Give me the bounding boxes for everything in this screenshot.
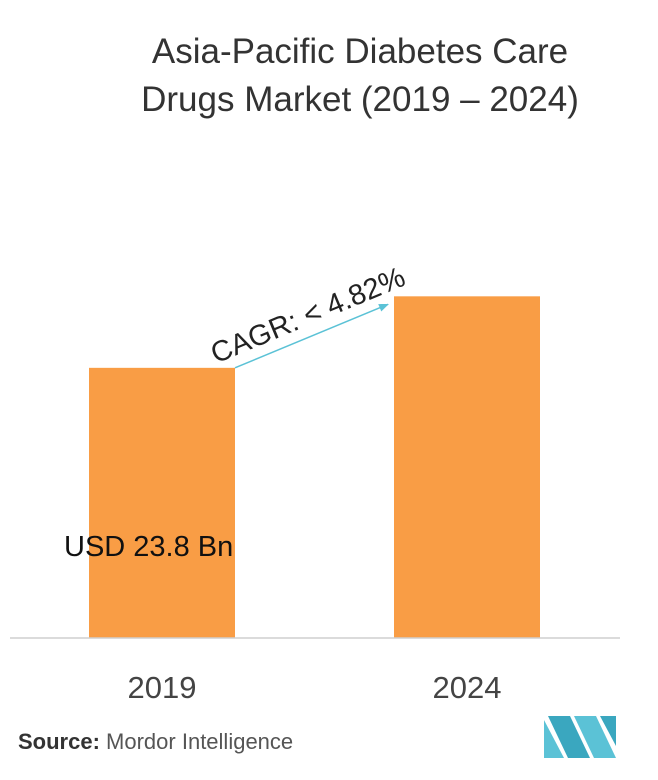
cagr-arrow: [234, 303, 389, 369]
source-note: Source: Mordor Intelligence: [18, 729, 293, 755]
mordor-intelligence-logo-icon: [544, 716, 616, 758]
cagr-label: CAGR: < 4.82%: [206, 261, 410, 370]
bar-2019: [89, 367, 235, 638]
x-tick-label-2019: 2019: [128, 670, 197, 700]
bar-2024: [394, 296, 540, 638]
source-label: Source:: [18, 729, 100, 754]
chart-title-line-2: Drugs Market (2019 – 2024): [141, 80, 579, 119]
chart-title-line-1: Asia-Pacific Diabetes Care: [151, 32, 569, 71]
bar-value-label-2019: USD 23.8 Bn: [64, 531, 233, 563]
source-text: Mordor Intelligence: [106, 729, 294, 754]
x-tick-label-2024: 2024: [433, 670, 502, 700]
chart-title: Asia-Pacific Diabetes Care Drugs Market …: [60, 28, 658, 124]
bar-chart: 2019 2024 CAGR: < 4.82% USD 23.8 Bn: [10, 261, 620, 700]
